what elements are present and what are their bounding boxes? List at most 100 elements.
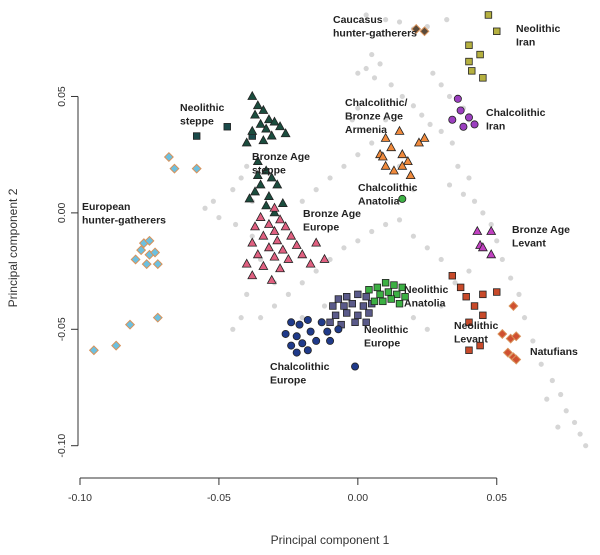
point — [499, 256, 505, 263]
point — [261, 165, 272, 175]
point — [247, 237, 258, 247]
point — [362, 292, 370, 301]
point — [280, 128, 291, 138]
group-label: Neolithic — [404, 284, 448, 296]
point — [456, 283, 465, 292]
point — [395, 299, 404, 308]
point — [244, 193, 255, 203]
point — [470, 120, 479, 129]
point — [299, 198, 305, 204]
point — [250, 221, 261, 231]
group-label: Levant — [512, 237, 546, 249]
point — [321, 303, 328, 309]
point — [244, 291, 250, 297]
group-label: Europe — [303, 221, 339, 233]
point — [277, 197, 288, 207]
point — [249, 233, 255, 239]
point — [313, 268, 319, 274]
point — [343, 309, 351, 317]
point — [369, 140, 375, 146]
point — [410, 315, 417, 321]
point — [493, 27, 501, 35]
point — [460, 191, 467, 197]
point — [351, 362, 360, 371]
group-label: Bronze Age — [345, 110, 403, 122]
point — [438, 256, 444, 263]
point — [380, 160, 391, 170]
point — [464, 113, 473, 122]
point — [272, 179, 283, 189]
point — [484, 11, 493, 19]
point — [508, 275, 514, 281]
point — [438, 82, 444, 88]
group-label: Neolithic — [454, 320, 498, 332]
x-tick-label: -0.05 — [207, 492, 231, 504]
point — [111, 340, 122, 351]
point — [238, 175, 244, 181]
point — [448, 272, 457, 280]
point — [386, 142, 397, 152]
point — [402, 156, 413, 166]
point — [144, 235, 155, 246]
point — [285, 291, 291, 297]
group-label: Iran — [516, 36, 535, 48]
point — [258, 260, 269, 270]
point — [397, 149, 408, 159]
group-label: Chalcolithic — [486, 107, 546, 119]
point — [299, 280, 305, 286]
point — [477, 242, 488, 252]
point — [419, 132, 430, 142]
point — [252, 100, 263, 110]
point — [465, 57, 473, 66]
point — [150, 247, 161, 258]
point — [449, 140, 455, 146]
point — [446, 182, 453, 188]
group-label: Anatolia — [358, 195, 400, 207]
point — [340, 302, 348, 310]
x-tick-label: 0.05 — [487, 492, 508, 504]
point — [329, 302, 337, 310]
point — [405, 170, 416, 180]
point — [448, 115, 457, 124]
point — [511, 331, 522, 342]
point — [419, 112, 425, 118]
point — [241, 258, 252, 268]
point — [334, 295, 343, 303]
point — [334, 325, 343, 334]
point — [303, 315, 312, 324]
point — [341, 163, 347, 169]
group-label: Chalcolithic/ — [345, 97, 408, 109]
point — [323, 327, 332, 336]
point — [258, 230, 269, 240]
point — [163, 151, 174, 163]
point — [292, 348, 301, 357]
group-label: Neolithic — [364, 324, 408, 336]
point — [383, 117, 389, 123]
point — [125, 319, 136, 330]
y-tick-label: 0.00 — [56, 203, 68, 224]
point — [299, 315, 305, 321]
point — [479, 290, 487, 299]
group-label: steppe — [180, 115, 214, 127]
point — [355, 152, 361, 158]
point — [169, 163, 180, 174]
point — [465, 346, 473, 354]
point — [410, 233, 417, 239]
point — [192, 132, 201, 140]
point — [269, 225, 280, 235]
point — [465, 41, 473, 49]
point — [297, 249, 308, 259]
point — [398, 194, 407, 203]
point — [298, 339, 307, 348]
point — [348, 299, 356, 308]
point — [399, 93, 405, 100]
point — [255, 211, 266, 221]
point — [354, 290, 362, 299]
point — [396, 217, 403, 223]
point — [269, 116, 280, 126]
point — [311, 237, 322, 247]
point — [317, 318, 326, 327]
point — [313, 187, 319, 193]
point — [261, 123, 272, 133]
point — [444, 17, 450, 23]
